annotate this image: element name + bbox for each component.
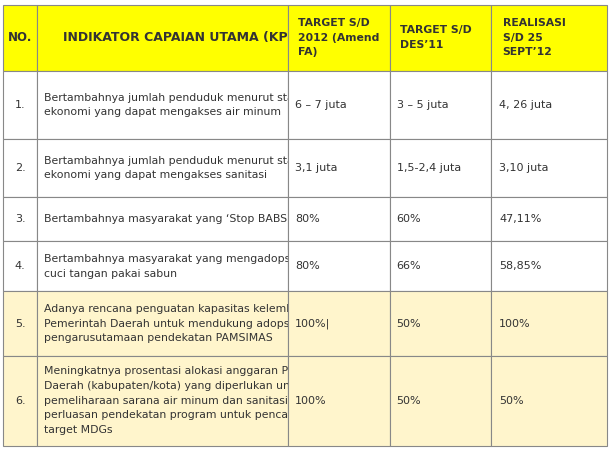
Text: target MDGs: target MDGs <box>44 425 112 435</box>
Text: cuci tangan pakai sabun: cuci tangan pakai sabun <box>44 269 177 279</box>
Text: TARGET S/D: TARGET S/D <box>298 18 370 28</box>
Bar <box>390 292 491 356</box>
Text: Pemerintah Daerah untuk mendukung adopsi dan: Pemerintah Daerah untuk mendukung adopsi… <box>44 319 316 328</box>
Text: SEPT’12: SEPT’12 <box>503 47 553 57</box>
Text: 5.: 5. <box>15 319 26 328</box>
Bar <box>491 4 607 71</box>
Text: 100%: 100% <box>499 319 531 328</box>
Text: perluasan pendekatan program untuk pencapaian: perluasan pendekatan program untuk penca… <box>44 410 318 420</box>
Text: 6 – 7 juta: 6 – 7 juta <box>295 100 347 110</box>
Text: 1.: 1. <box>15 100 26 110</box>
Text: Daerah (kabupaten/kota) yang diperlukan untuk: Daerah (kabupaten/kota) yang diperlukan … <box>44 381 307 391</box>
Bar <box>288 71 390 139</box>
Bar <box>491 197 607 241</box>
Bar <box>3 197 37 241</box>
Bar <box>491 139 607 197</box>
Text: 3,1 juta: 3,1 juta <box>295 163 338 173</box>
Bar <box>3 4 37 71</box>
Text: 2.: 2. <box>15 163 26 173</box>
Bar <box>390 356 491 446</box>
Bar <box>37 4 288 71</box>
Text: Bertambahnya jumlah penduduk menurut status sosial: Bertambahnya jumlah penduduk menurut sta… <box>44 93 344 103</box>
Text: 4, 26 juta: 4, 26 juta <box>499 100 553 110</box>
Text: TARGET S/D: TARGET S/D <box>400 25 472 36</box>
Text: Meningkatnya prosentasi alokasi anggaran Pemerintah: Meningkatnya prosentasi alokasi anggaran… <box>44 366 344 377</box>
Bar <box>288 139 390 197</box>
Bar <box>288 4 390 71</box>
Text: 100%|: 100%| <box>295 319 331 329</box>
Text: pengarusutamaan pendekatan PAMSIMAS: pengarusutamaan pendekatan PAMSIMAS <box>44 333 273 343</box>
Bar <box>390 241 491 292</box>
Bar <box>37 71 288 139</box>
Text: 50%: 50% <box>499 396 524 406</box>
Bar <box>37 292 288 356</box>
Bar <box>288 356 390 446</box>
Text: S/D 25: S/D 25 <box>503 33 542 43</box>
Bar <box>3 241 37 292</box>
Bar <box>491 71 607 139</box>
Text: REALISASI: REALISASI <box>503 18 565 28</box>
Text: 47,11%: 47,11% <box>499 214 542 224</box>
Text: 60%: 60% <box>396 214 422 224</box>
Bar <box>37 139 288 197</box>
Text: 3 – 5 juta: 3 – 5 juta <box>396 100 448 110</box>
Bar <box>390 71 491 139</box>
Text: Bertambahnya masyarakat yang mengadopsi program: Bertambahnya masyarakat yang mengadopsi … <box>44 254 343 264</box>
Text: Bertambahnya masyarakat yang ‘Stop BABS’: Bertambahnya masyarakat yang ‘Stop BABS’ <box>44 214 290 224</box>
Bar <box>288 292 390 356</box>
Text: pemeliharaan sarana air minum dan sanitasi serta: pemeliharaan sarana air minum dan sanita… <box>44 396 319 406</box>
Text: NO.: NO. <box>8 31 32 44</box>
Text: 80%: 80% <box>295 261 320 271</box>
Bar <box>3 292 37 356</box>
Text: 3,10 juta: 3,10 juta <box>499 163 548 173</box>
Text: 50%: 50% <box>396 396 422 406</box>
Bar <box>390 4 491 71</box>
Bar <box>288 197 390 241</box>
Text: 6.: 6. <box>15 396 26 406</box>
Bar <box>288 241 390 292</box>
Bar <box>491 241 607 292</box>
Bar <box>3 356 37 446</box>
Text: Bertambahnya jumlah penduduk menurut status sosial: Bertambahnya jumlah penduduk menurut sta… <box>44 156 344 166</box>
Text: FA): FA) <box>298 47 318 57</box>
Text: 1,5-2,4 juta: 1,5-2,4 juta <box>396 163 461 173</box>
Text: 66%: 66% <box>396 261 422 271</box>
Bar <box>3 139 37 197</box>
Text: 2012 (Amend: 2012 (Amend <box>298 33 379 43</box>
Text: INDIKATOR CAPAIAN UTAMA (KPI): INDIKATOR CAPAIAN UTAMA (KPI) <box>63 31 298 44</box>
Bar <box>390 139 491 197</box>
Bar <box>37 197 288 241</box>
Text: 58,85%: 58,85% <box>499 261 542 271</box>
Text: ekonomi yang dapat mengakses sanitasi: ekonomi yang dapat mengakses sanitasi <box>44 170 267 180</box>
Text: Adanya rencana penguatan kapasitas kelembagaan: Adanya rencana penguatan kapasitas kelem… <box>44 304 327 314</box>
Bar <box>390 197 491 241</box>
Bar <box>491 292 607 356</box>
Bar <box>37 241 288 292</box>
Text: DES’11: DES’11 <box>400 40 443 50</box>
Text: 100%: 100% <box>295 396 327 406</box>
Bar <box>3 71 37 139</box>
Text: ekonomi yang dapat mengakses air minum: ekonomi yang dapat mengakses air minum <box>44 107 281 117</box>
Text: 3.: 3. <box>15 214 26 224</box>
Text: 80%: 80% <box>295 214 320 224</box>
Text: 4.: 4. <box>15 261 26 271</box>
Text: 50%: 50% <box>396 319 422 328</box>
Bar <box>37 356 288 446</box>
Bar <box>491 356 607 446</box>
